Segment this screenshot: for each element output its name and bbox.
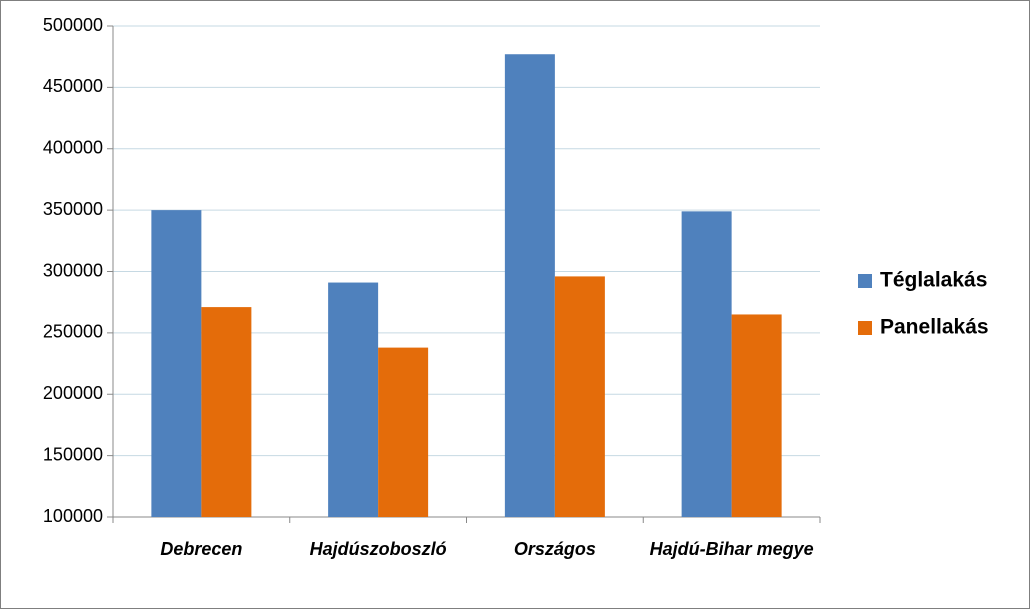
x-tick-label: Debrecen [160,539,242,559]
bar [378,347,429,517]
legend-swatch [858,321,872,335]
legend-label: Téglalakás [880,269,987,292]
bar [681,211,732,518]
y-tick-label: 450000 [43,76,103,96]
y-tick-label: 200000 [43,383,103,403]
bar [328,282,379,517]
bar [731,314,782,517]
x-tick-label: Hajdúszoboszló [310,539,447,559]
x-tick-label: Hajdú-Bihar megye [650,539,814,559]
y-tick-label: 250000 [43,322,103,342]
legend-swatch [858,274,872,288]
bar [554,276,605,517]
bar [201,307,252,517]
legend-label: Panellakás [880,316,989,339]
bar [504,54,555,518]
y-tick-label: 100000 [43,506,103,526]
y-tick-label: 150000 [43,444,103,464]
y-tick-label: 400000 [43,138,103,158]
y-tick-label: 350000 [43,199,103,219]
bar [151,210,202,517]
y-tick-label: 500000 [43,15,103,35]
x-tick-label: Országos [514,539,596,559]
y-tick-label: 300000 [43,260,103,280]
